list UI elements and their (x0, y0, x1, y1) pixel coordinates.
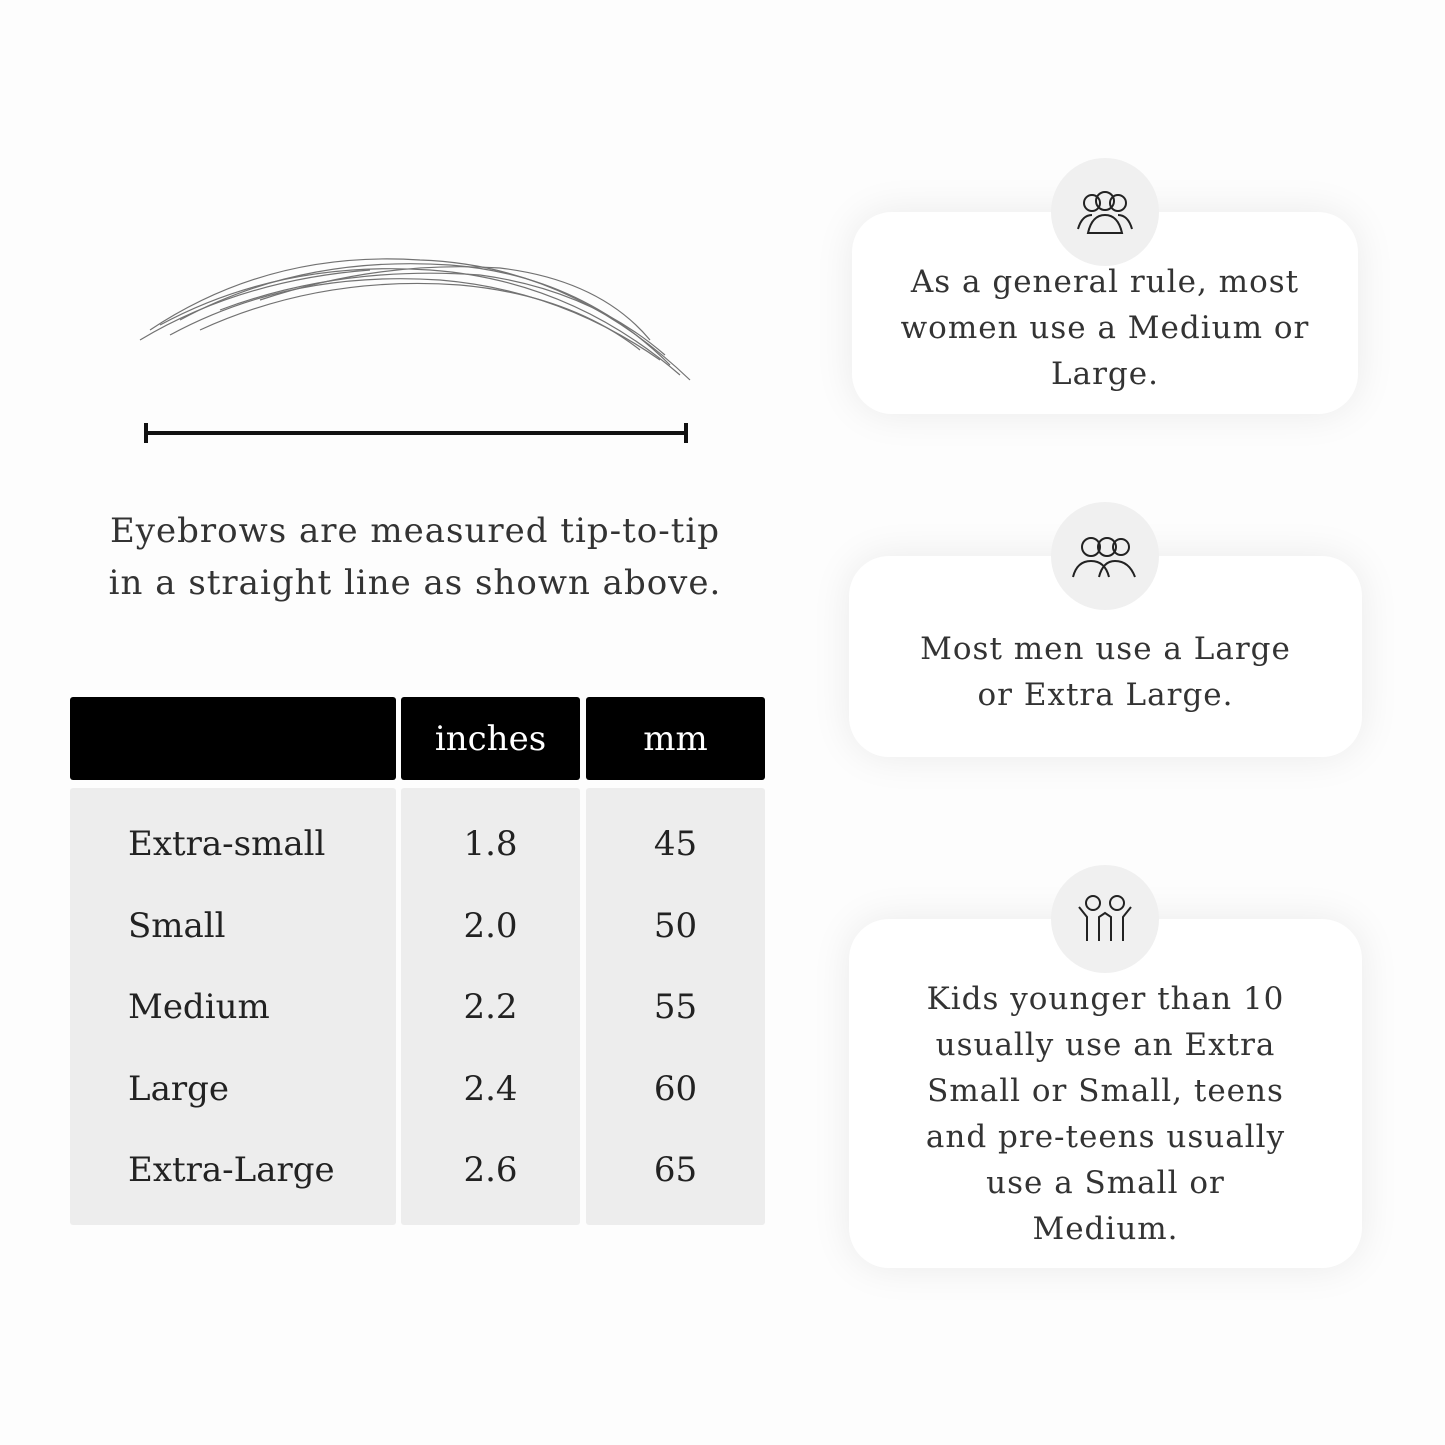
table-cell: Small (128, 905, 226, 946)
table-cell: Extra-Large (128, 1150, 335, 1190)
table-cell: 1.8 (463, 824, 518, 864)
mm-column: 45 50 55 60 65 (586, 788, 765, 1225)
table-cell: 50 (653, 905, 698, 946)
table-cell: 2.6 (463, 1150, 518, 1190)
header-inches: inches (401, 697, 580, 780)
measurement-line (144, 423, 688, 443)
header-mm: mm (586, 697, 765, 780)
table-cell: Extra-small (128, 824, 326, 864)
table-cell: 2.4 (463, 1068, 518, 1109)
men-text: Most men use a Large or Extra Large. (920, 630, 1291, 713)
table-cell: 2.2 (463, 987, 518, 1027)
table-cell: 60 (653, 1068, 698, 1109)
header-size (70, 697, 396, 780)
table-cell: Medium (128, 987, 270, 1027)
women-text: As a general rule, most women use a Medi… (900, 264, 1310, 392)
inches-column: 1.8 2.0 2.2 2.4 2.6 (401, 788, 580, 1225)
men-group-icon (1051, 502, 1159, 610)
women-group-icon (1051, 158, 1159, 266)
measurement-caption: Eyebrows are measured tip-to-tip in a st… (108, 511, 722, 603)
men-card: Most men use a Large or Extra Large. (849, 556, 1362, 757)
table-cell: 2.0 (463, 905, 518, 946)
table-cell: 55 (653, 987, 698, 1027)
kids-text: Kids younger than 10 usually use an Extr… (925, 980, 1286, 1247)
table-cell: 65 (653, 1150, 698, 1190)
table-cell: Large (128, 1068, 229, 1109)
table-cell: 45 (653, 824, 698, 864)
kids-icon (1051, 865, 1159, 973)
kids-card: Kids younger than 10 usually use an Extr… (849, 919, 1362, 1268)
size-column: Extra-small Small Medium Large Extra-Large (70, 788, 396, 1225)
eyebrow-illustration (139, 258, 691, 381)
